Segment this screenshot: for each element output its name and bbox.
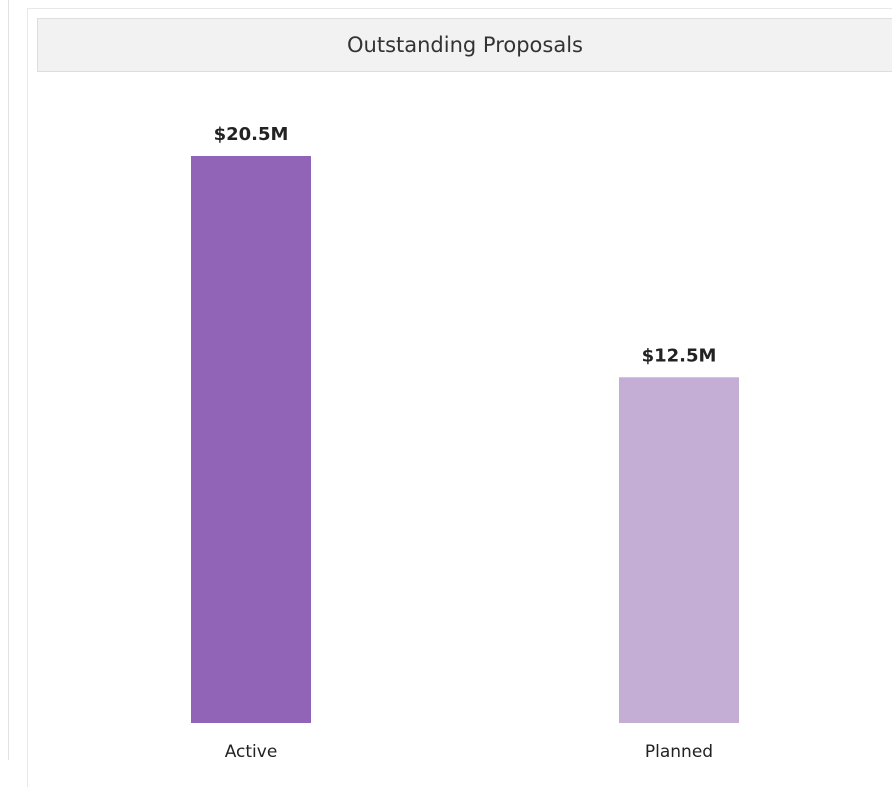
value-label: $12.5M xyxy=(642,345,717,366)
title-bar xyxy=(37,18,892,72)
x-tick-label: Active xyxy=(225,742,278,762)
value-label: $20.5M xyxy=(214,124,289,145)
bar xyxy=(619,377,739,723)
x-tick-label: Planned xyxy=(645,742,713,762)
bar xyxy=(191,156,311,723)
chart-title: Outstanding Proposals xyxy=(347,33,583,57)
